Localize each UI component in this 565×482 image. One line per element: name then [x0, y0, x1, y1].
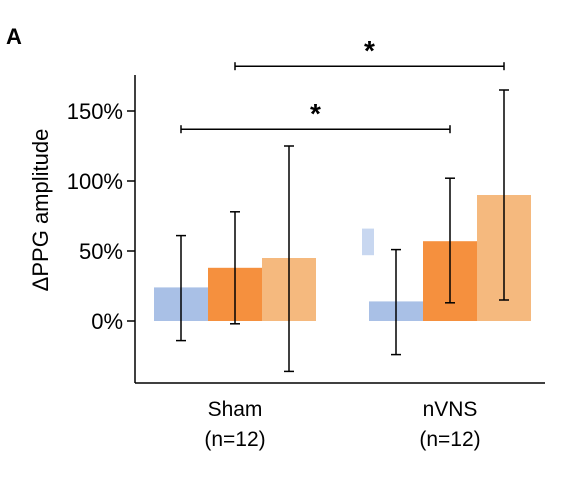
y-tick-label: 150%: [67, 99, 123, 124]
y-tick-label: 0%: [91, 309, 123, 334]
category-sublabel: (n=12): [204, 428, 265, 451]
y-axis-title: ΔPPG amplitude: [28, 129, 53, 292]
significance-star: *: [310, 98, 321, 129]
category-sublabel: (n=12): [419, 428, 480, 451]
panel-label: A: [6, 24, 22, 49]
legend-swatch: [362, 228, 374, 256]
y-tick-label: 50%: [79, 239, 123, 264]
category-label: Sham: [208, 398, 263, 421]
y-tick-label: 100%: [67, 169, 123, 194]
significance-star: *: [364, 35, 375, 66]
plot-area: 0% 50% 100% 150% * * Sham (n=12) nVNS (n=12): [67, 35, 545, 451]
category-label: nVNS: [423, 398, 478, 421]
